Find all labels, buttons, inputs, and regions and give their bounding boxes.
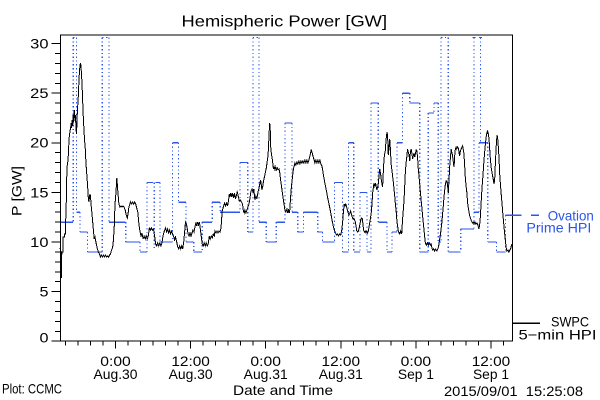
svg-text:12:00: 12:00 [171, 354, 210, 369]
svg-text:Aug.31: Aug.31 [319, 367, 363, 382]
svg-text:5: 5 [40, 285, 49, 300]
svg-text:5−min HPI: 5−min HPI [519, 327, 597, 342]
svg-text:Aug.30: Aug.30 [169, 367, 213, 382]
svg-text:30: 30 [30, 37, 49, 52]
svg-text:Date and Time: Date and Time [233, 383, 333, 398]
svg-text:Sep 1: Sep 1 [473, 367, 509, 382]
svg-text:Prime HPI: Prime HPI [526, 220, 591, 235]
svg-text:SWPC: SWPC [551, 315, 589, 330]
svg-text:0:00: 0:00 [401, 354, 432, 369]
svg-text:15: 15 [30, 185, 49, 200]
svg-text:2015/09/01 15:25:08: 2015/09/01 15:25:08 [444, 384, 583, 399]
svg-text:0:00: 0:00 [250, 354, 281, 369]
svg-text:25: 25 [30, 86, 49, 101]
svg-text:Aug.31: Aug.31 [244, 367, 288, 382]
svg-text:20: 20 [30, 136, 49, 151]
svg-text:Sep 1: Sep 1 [398, 367, 434, 382]
svg-text:0: 0 [40, 330, 49, 345]
svg-text:Hemispheric Power [GW]: Hemispheric Power [GW] [182, 13, 388, 30]
svg-text:10: 10 [30, 235, 49, 250]
svg-text:0:00: 0:00 [100, 354, 131, 369]
svg-text:Aug.30: Aug.30 [94, 367, 138, 382]
svg-text:Plot: CCMC: Plot: CCMC [2, 381, 62, 396]
svg-text:12:00: 12:00 [472, 354, 511, 369]
svg-text:12:00: 12:00 [322, 354, 361, 369]
svg-text:Ovation: Ovation [548, 209, 594, 224]
svg-text:P [GW]: P [GW] [10, 166, 25, 216]
